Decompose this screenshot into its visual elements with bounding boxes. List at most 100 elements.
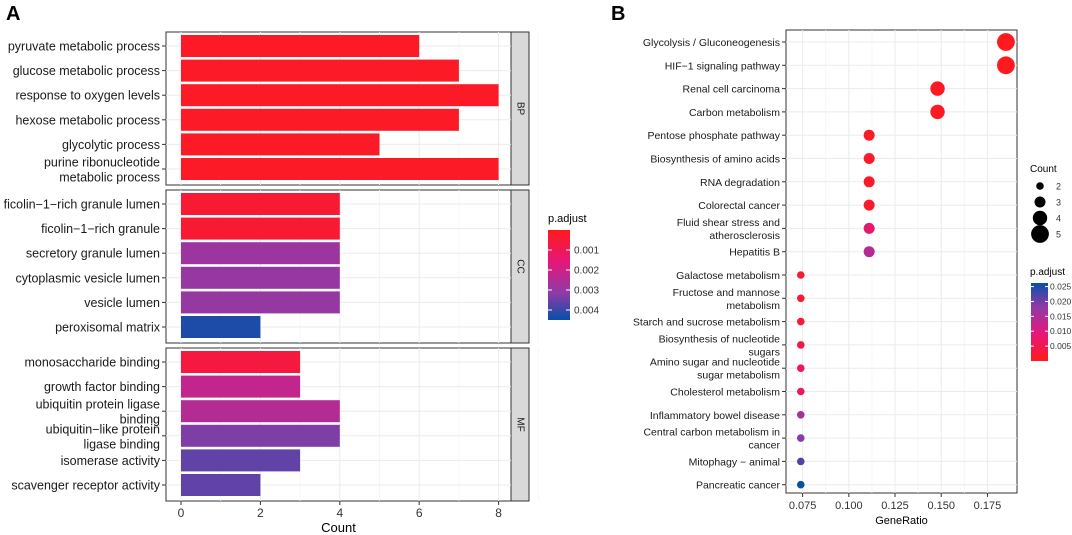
y-tick-label: Hepatitis B [729, 247, 780, 259]
dot [863, 246, 875, 258]
y-tick-label: Fructose and mannose metabolism [673, 287, 781, 312]
size-legend-dot [1032, 210, 1048, 226]
bar [181, 266, 340, 289]
y-tick-label: Cholesterol metabolism [670, 387, 780, 399]
dot [796, 434, 805, 442]
y-tick-label: pyruvate metabolic process [8, 40, 160, 54]
dot [863, 176, 875, 188]
bar [181, 84, 499, 107]
facet-strip-bp [510, 31, 530, 186]
legend-tick-label: 0.005 [1050, 341, 1072, 351]
y-tick-label: monosaccharide binding [24, 356, 160, 370]
x-axis-label: Count [321, 520, 356, 535]
y-tick-label: growth factor binding [44, 380, 160, 394]
y-tick-label: ficolin−1−rich granule [41, 222, 160, 236]
bar [181, 193, 340, 215]
bar [181, 59, 459, 82]
bar [181, 351, 301, 373]
y-tick-label: glycolytic process [62, 138, 160, 152]
y-tick-label: ubiquitin−like protein ligase binding [46, 422, 160, 451]
dot [997, 33, 1015, 51]
bar [181, 133, 380, 156]
bar [181, 242, 340, 265]
y-tick-label: Central carbon metabolism in cancer [643, 427, 780, 452]
bar [181, 316, 261, 338]
bar [181, 108, 459, 131]
x-tick-label: 0.175 [974, 500, 1002, 512]
bar [181, 217, 340, 240]
panel-a-padjust-legend: p.adjust 0.001 0.002 0.003 0.004 [548, 213, 599, 320]
y-tick-label: vesicle lumen [84, 296, 160, 310]
legend-tick-label: 0.020 [1050, 296, 1072, 306]
x-tick-label: 0 [178, 506, 185, 520]
y-tick-label: Galactose metabolism [676, 270, 780, 282]
facet-strip-label: MF [514, 417, 525, 431]
dot [796, 387, 805, 396]
y-tick-label: hexose metabolic process [15, 113, 160, 127]
legend-b-colorbar [1031, 283, 1048, 361]
x-tick-label: 8 [495, 506, 502, 520]
bar [181, 375, 301, 398]
dot [796, 271, 805, 279]
y-tick-label: Mitophagy − animal [689, 456, 780, 468]
y-tick-label: Inflammatory bowel disease [650, 410, 780, 422]
dot [863, 153, 875, 164]
legend-b-padjust-title: p.adjust [1030, 267, 1065, 278]
dot [863, 129, 875, 141]
y-tick-label: peroxisomal matrix [55, 321, 161, 335]
y-tick-label: ficolin−1−rich granule lumen [4, 198, 160, 212]
dot [796, 317, 805, 326]
panel-a-bar-chart: BP pyruvate metabolic process glucose meta… [4, 31, 539, 535]
dot [997, 56, 1015, 75]
dot [796, 457, 805, 466]
panel-b-dot-plot: 0.075 0.100 0.125 0.150 0.175 GeneRatio Glycol… [633, 29, 1018, 527]
y-tick-label: Amino sugar and nucleotide sugar metaboli… [650, 357, 780, 382]
bar [181, 400, 340, 423]
y-tick-label: secretory granule lumen [26, 247, 160, 261]
y-tick-label: purine ribonucleotide metabolic process [44, 156, 160, 185]
panel-b-legends: Count p.adjust 2 3 4 5 0.005 0.010 0.015 0.020 0… [1030, 164, 1072, 361]
facet-strip-mf [510, 347, 530, 502]
facet-strip-label: CC [514, 259, 525, 273]
size-legend-dot [1034, 196, 1046, 208]
panel-label-a: A [6, 3, 20, 25]
legend-a-title: p.adjust [548, 213, 587, 225]
x-tick-label: 0.125 [881, 500, 909, 512]
size-legend-dot [1036, 182, 1044, 190]
dotplot-panel [785, 29, 1018, 494]
bar [181, 449, 301, 472]
y-tick-label: Pentose phosphate pathway [647, 130, 780, 142]
dot [796, 411, 805, 419]
dot [796, 364, 805, 373]
x-tick-label: 6 [416, 506, 423, 520]
x-tick-label: 0.100 [835, 500, 863, 512]
y-tick-label: Glycolysis / Gluconeogenesis [643, 37, 780, 49]
size-legend-label: 2 [1056, 182, 1061, 192]
size-legend-label: 3 [1056, 198, 1061, 208]
dot [796, 294, 805, 303]
y-tick-label: HIF−1 signaling pathway [665, 60, 781, 72]
bar [181, 424, 340, 447]
y-tick-label: Pancreatic cancer [696, 480, 781, 492]
legend-tick-label: 0.003 [574, 286, 599, 297]
y-tick-label: cytoplasmic vesicle lumen [16, 271, 161, 285]
y-tick-label: Renal cell carcinoma [683, 84, 781, 96]
y-tick-label: ubiquitin protein ligase binding [36, 398, 160, 427]
dot [796, 341, 805, 349]
dot [863, 199, 875, 211]
bar [181, 158, 499, 180]
size-legend-dot [1031, 225, 1049, 243]
bar [181, 35, 420, 57]
size-legend-label: 5 [1056, 230, 1061, 240]
y-tick-label: Starch and sucrose metabolism [633, 317, 780, 329]
dot [796, 480, 805, 489]
y-tick-label: response to oxygen levels [15, 89, 160, 103]
y-tick-label: scavenger receptor activity [11, 479, 160, 493]
dot [930, 104, 945, 120]
facet-strip-label: BP [514, 102, 525, 116]
y-tick-label: Fluid shear stress and atherosclerosis [677, 217, 780, 242]
y-tick-label: Carbon metabolism [689, 107, 780, 119]
facet-strip-cc [510, 189, 530, 344]
legend-tick-label: 0.025 [1050, 282, 1072, 292]
y-tick-label: RNA degradation [700, 177, 780, 189]
